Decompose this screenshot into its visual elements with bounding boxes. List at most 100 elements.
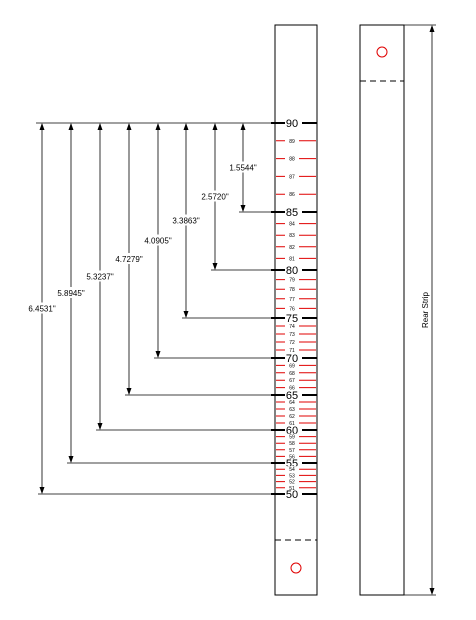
minor-label-bg-81 <box>285 255 299 262</box>
dimension-arrow-top-60 <box>97 123 103 130</box>
dimension-label-bg-70 <box>143 234 173 246</box>
minor-label-bg-53 <box>285 472 299 479</box>
minor-label-72: 72 <box>289 340 295 346</box>
rear-strip-outline <box>359 24 405 596</box>
dimension-label-70: 4.0905" <box>144 237 171 246</box>
dimension-arrow-bottom-75 <box>183 311 189 318</box>
minor-label-bg-77 <box>285 295 299 302</box>
dimension-label-80: 2.5720" <box>201 193 228 202</box>
rear-strip-length-arrow-top <box>429 25 435 32</box>
minor-label-bg-52 <box>285 478 299 485</box>
front-strip-outline <box>274 24 318 596</box>
minor-label-64: 64 <box>289 400 295 406</box>
dimension-label-60: 5.3237" <box>86 273 113 282</box>
minor-label-76: 76 <box>289 306 295 312</box>
minor-label-59: 59 <box>289 435 295 441</box>
minor-label-bg-86 <box>285 191 299 198</box>
dimension-arrow-top-65 <box>126 123 132 130</box>
dimension-label-50: 6.4531" <box>28 305 55 314</box>
minor-label-bg-84 <box>285 220 299 227</box>
minor-label-77: 77 <box>289 297 295 303</box>
minor-label-bg-54 <box>285 466 299 473</box>
minor-label-52: 52 <box>289 480 295 486</box>
dimension-label-bg-65 <box>114 253 144 264</box>
minor-label-63: 63 <box>289 407 295 413</box>
minor-label-74: 74 <box>289 324 295 330</box>
minor-label-82: 82 <box>289 245 295 251</box>
minor-label-53: 53 <box>289 473 295 479</box>
minor-label-bg-87 <box>285 173 299 180</box>
minor-label-bg-56 <box>285 453 299 460</box>
minor-label-71: 71 <box>289 348 295 354</box>
major-label-70: 70 <box>286 353 298 365</box>
dimension-arrow-top-85 <box>240 123 246 130</box>
dimension-arrow-bottom-55 <box>68 456 74 463</box>
dimension-label-85: 1.5544" <box>229 164 256 173</box>
minor-label-bg-59 <box>285 433 299 440</box>
dimension-layer: 1.5544" 2.5720" 3.3863" 4.0905"4.7279"5.323… <box>27 122 275 495</box>
dimension-label-bg-60 <box>85 270 115 282</box>
minor-label-84: 84 <box>289 222 295 228</box>
major-label-85: 85 <box>286 207 298 219</box>
minor-label-88: 88 <box>289 157 295 163</box>
minor-label-79: 79 <box>289 278 295 284</box>
minor-label-bg-64 <box>285 399 299 405</box>
minor-label-83: 83 <box>289 233 295 239</box>
dimension-label-bg-50 <box>27 302 57 314</box>
major-label-80: 80 <box>286 265 298 277</box>
minor-label-69: 69 <box>289 363 295 369</box>
minor-label-bg-73 <box>285 331 299 337</box>
minor-label-bg-89 <box>285 137 299 144</box>
rear-strip-length-arrow-bottom <box>429 588 435 595</box>
minor-label-73: 73 <box>289 332 295 338</box>
minor-label-87: 87 <box>289 174 295 180</box>
minor-label-57: 57 <box>289 448 295 454</box>
minor-label-67: 67 <box>289 378 295 384</box>
dimension-label-55: 5.8945" <box>57 289 84 298</box>
minor-label-bg-69 <box>285 362 299 369</box>
minor-label-bg-58 <box>285 440 299 447</box>
dimension-label-bg-80 <box>200 190 230 202</box>
dimension-arrow-bottom-65 <box>126 388 132 395</box>
minor-label-81: 81 <box>289 256 295 262</box>
major-label-90: 90 <box>286 118 298 130</box>
dimension-label-bg-75 <box>171 214 201 226</box>
minor-label-bg-51 <box>285 484 299 491</box>
minor-label-bg-67 <box>285 377 299 384</box>
minor-label-86: 86 <box>289 192 295 198</box>
major-label-75: 75 <box>286 313 298 325</box>
dimension-label-bg-85 <box>228 161 258 173</box>
dimension-label-65: 4.7279" <box>115 255 142 264</box>
minor-label-68: 68 <box>289 371 295 377</box>
minor-label-bg-62 <box>285 413 299 419</box>
front-strip-mounting-hole <box>290 562 302 574</box>
rear-strip-label: Rear Strip <box>421 291 430 328</box>
dimension-arrow-top-75 <box>183 123 189 130</box>
dimension-arrow-top-55 <box>68 123 74 130</box>
dimension-arrow-bottom-50 <box>39 487 45 494</box>
minor-label-58: 58 <box>289 441 295 447</box>
dimension-label-75: 3.3863" <box>172 217 199 226</box>
dimension-arrow-top-70 <box>155 123 161 130</box>
minor-label-bg-63 <box>285 406 299 412</box>
minor-label-61: 61 <box>289 421 295 427</box>
rear-strip-mounting-hole <box>376 46 388 58</box>
minor-label-66: 66 <box>289 386 295 392</box>
dimension-arrow-bottom-80 <box>212 263 218 270</box>
minor-label-89: 89 <box>289 139 295 145</box>
dimension-arrow-bottom-85 <box>240 205 246 212</box>
minor-label-62: 62 <box>289 414 295 420</box>
minor-label-bg-83 <box>285 232 299 239</box>
minor-label-bg-68 <box>285 369 299 376</box>
minor-label-78: 78 <box>289 287 295 293</box>
dimension-label-bg-55 <box>56 287 86 298</box>
minor-label-bg-82 <box>285 243 299 250</box>
dimension-arrow-top-50 <box>39 123 45 130</box>
minor-label-56: 56 <box>289 454 295 460</box>
dimension-arrow-top-80 <box>212 123 218 130</box>
major-label-50: 50 <box>286 489 298 501</box>
minor-label-51: 51 <box>289 486 295 492</box>
minor-label-bg-71 <box>285 347 299 353</box>
